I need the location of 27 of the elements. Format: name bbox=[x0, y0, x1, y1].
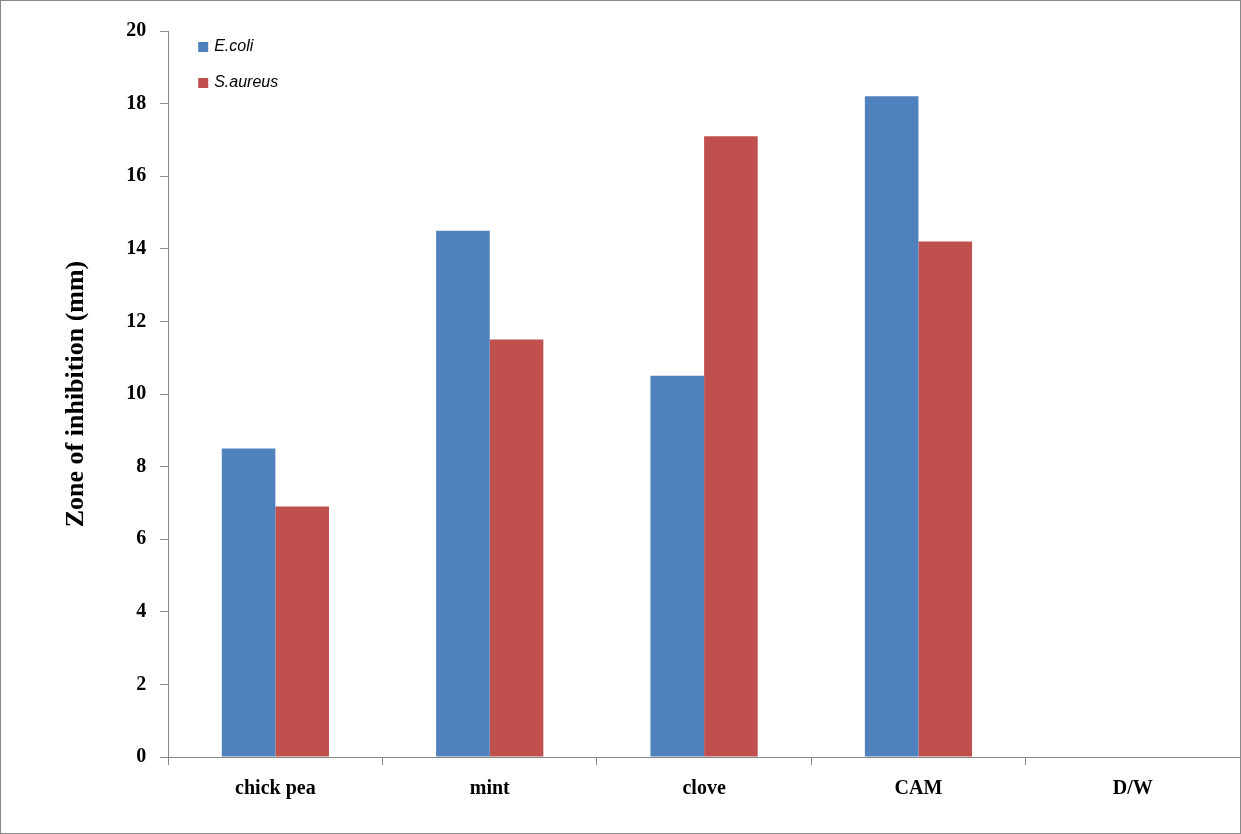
y-tick-label: 14 bbox=[126, 235, 147, 258]
y-tick-label: 8 bbox=[136, 453, 147, 476]
y-tick-label: 4 bbox=[136, 598, 147, 621]
bar bbox=[650, 375, 705, 757]
y-axis-title: Zone of inhibition (mm) bbox=[60, 260, 90, 528]
y-tick-label: 10 bbox=[126, 381, 147, 404]
x-tick-label: mint bbox=[469, 776, 511, 799]
legend-label: E.coli bbox=[214, 37, 254, 55]
bar bbox=[436, 230, 490, 757]
y-tick-label: 20 bbox=[126, 18, 147, 41]
bar bbox=[275, 506, 329, 757]
x-tick-label: clove bbox=[682, 776, 726, 799]
bar bbox=[221, 448, 276, 757]
x-tick-label: D/W bbox=[1112, 776, 1153, 799]
y-tick-label: 6 bbox=[136, 526, 147, 549]
legend-label: S.aureus bbox=[214, 73, 279, 91]
bar bbox=[918, 241, 973, 757]
bar bbox=[704, 136, 758, 757]
y-tick-label: 0 bbox=[136, 744, 147, 767]
bar bbox=[489, 339, 544, 757]
y-tick-label: 16 bbox=[126, 163, 147, 186]
bar bbox=[864, 96, 919, 757]
y-tick-label: 2 bbox=[136, 671, 147, 694]
y-tick-label: 12 bbox=[126, 308, 147, 331]
y-tick-label: 18 bbox=[126, 90, 147, 113]
x-tick-label: CAM bbox=[894, 776, 943, 799]
x-tick-label: chick pea bbox=[235, 776, 316, 800]
